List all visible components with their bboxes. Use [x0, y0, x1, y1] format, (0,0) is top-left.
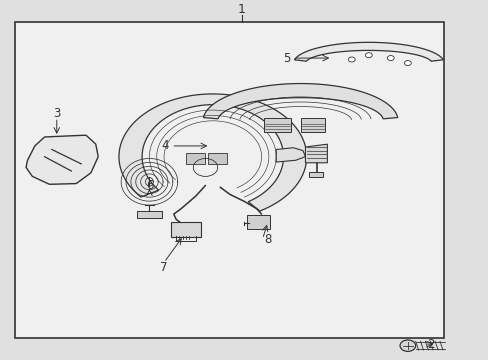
Text: 1: 1: [238, 3, 245, 16]
Bar: [207, 153, 227, 164]
Polygon shape: [305, 144, 327, 163]
Polygon shape: [294, 42, 442, 61]
Polygon shape: [119, 94, 306, 211]
Circle shape: [347, 57, 354, 62]
Bar: [137, 211, 161, 218]
Circle shape: [404, 60, 410, 66]
Bar: [300, 118, 325, 132]
Circle shape: [386, 55, 393, 60]
Circle shape: [399, 340, 415, 351]
Bar: [15, 22, 444, 338]
Text: 7: 7: [160, 261, 167, 274]
Text: 2: 2: [427, 338, 434, 351]
Text: 3: 3: [53, 107, 61, 120]
Text: 4: 4: [161, 139, 168, 152]
Polygon shape: [26, 135, 98, 184]
FancyBboxPatch shape: [171, 222, 200, 237]
Text: 6: 6: [145, 179, 153, 192]
Bar: [264, 118, 290, 132]
Circle shape: [365, 53, 371, 58]
FancyBboxPatch shape: [247, 215, 269, 229]
Bar: [308, 172, 323, 177]
Text: 5: 5: [283, 51, 290, 64]
Bar: [185, 153, 205, 164]
Polygon shape: [276, 148, 305, 162]
Polygon shape: [203, 84, 397, 119]
Text: 8: 8: [264, 233, 271, 246]
